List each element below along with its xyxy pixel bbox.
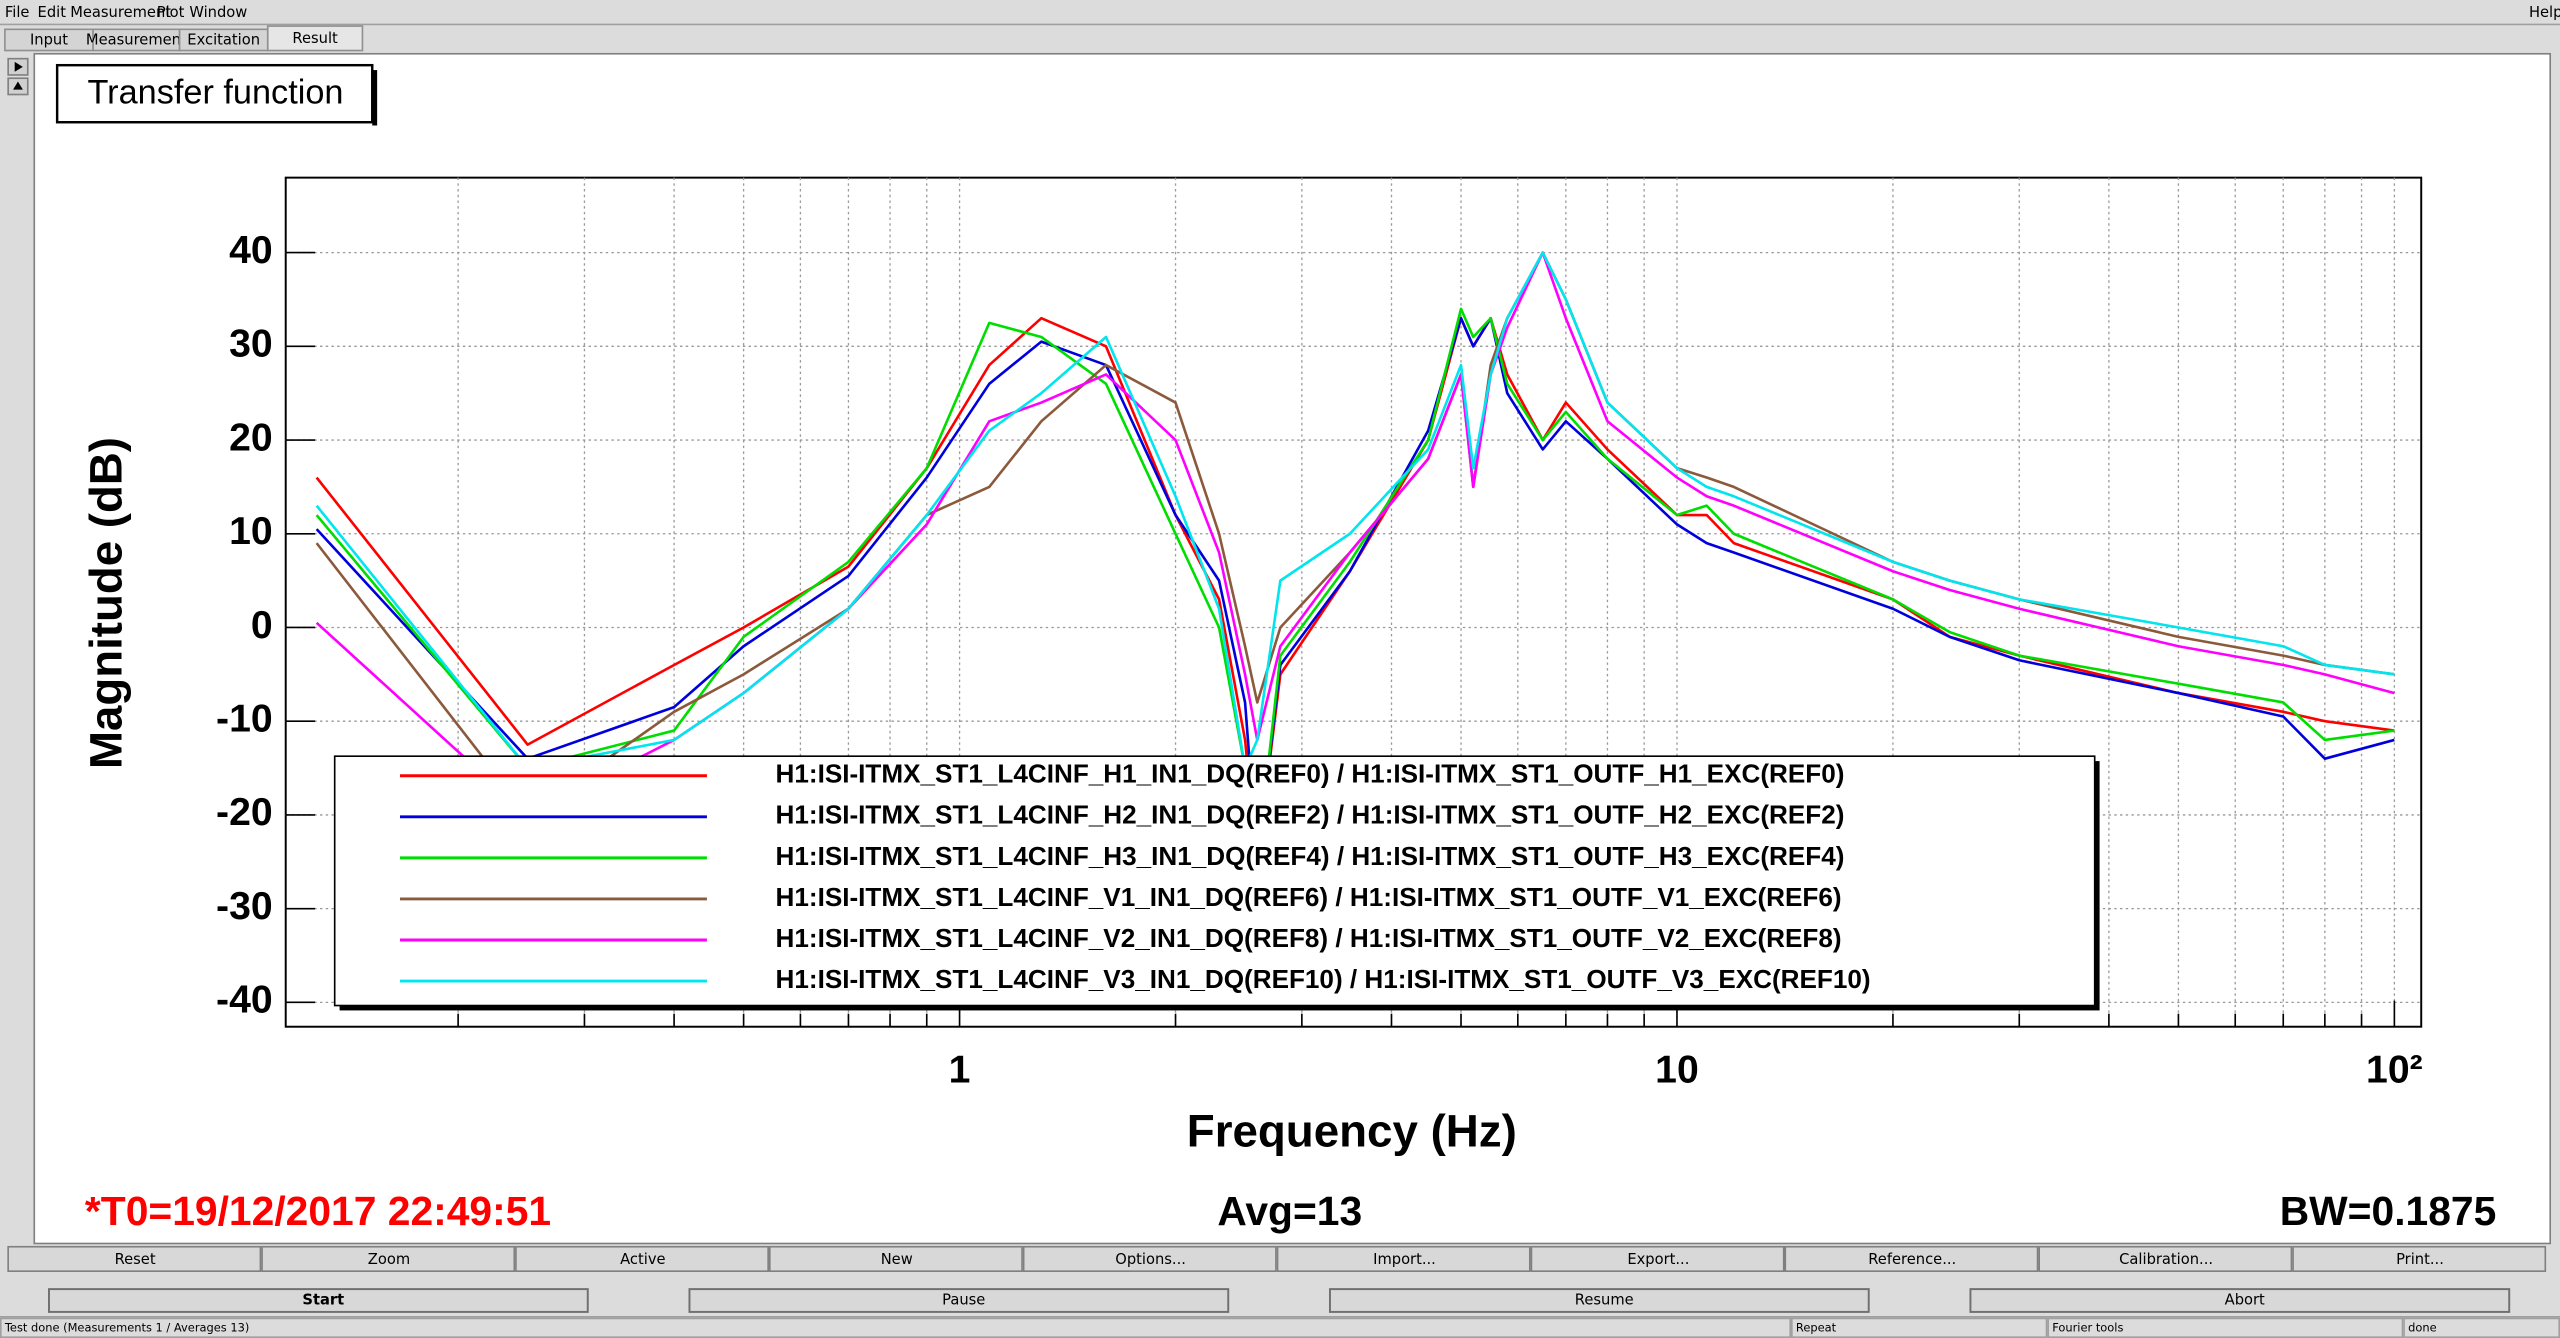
menu-item[interactable]: File bbox=[5, 4, 30, 21]
control-button[interactable] bbox=[1328, 1288, 1870, 1313]
y-tick-label: 0 bbox=[251, 604, 273, 647]
x-tick-label: 10 bbox=[1655, 1049, 1699, 1092]
status-text: Test done (Measurements 1 / Averages 13) bbox=[4, 1321, 249, 1335]
status-text: done bbox=[2408, 1321, 2436, 1335]
toolbar-button-label[interactable]: Print... bbox=[2396, 1251, 2444, 1268]
toolbar-button[interactable] bbox=[2292, 1245, 2547, 1272]
panel-title: Transfer function bbox=[88, 74, 344, 112]
toolbar-button[interactable] bbox=[261, 1245, 516, 1272]
x-tick-label: 10² bbox=[2366, 1049, 2423, 1092]
x-axis-label: Frequency (Hz) bbox=[1187, 1105, 1517, 1156]
avg-label: Avg=13 bbox=[1217, 1188, 1362, 1234]
bw-label: BW=0.1875 bbox=[2280, 1188, 2497, 1234]
y-tick-label: -30 bbox=[216, 885, 273, 928]
toolbar-button-label[interactable]: Reference... bbox=[1868, 1251, 1956, 1268]
toolbar-button[interactable] bbox=[2038, 1245, 2293, 1272]
y-tick-label: 10 bbox=[229, 510, 273, 553]
legend-label: H1:ISI-ITMX_ST1_L4CINF_V1_IN1_DQ(REF6) /… bbox=[776, 882, 1842, 912]
legend-label: H1:ISI-ITMX_ST1_L4CINF_H1_IN1_DQ(REF0) /… bbox=[776, 759, 1845, 789]
y-tick-label: 30 bbox=[229, 323, 273, 366]
toolbar-button-label[interactable]: Calibration... bbox=[2119, 1251, 2213, 1268]
menu-help[interactable]: Help bbox=[2529, 4, 2560, 21]
y-tick-label: -10 bbox=[216, 698, 273, 741]
tab-label[interactable]: Input bbox=[30, 32, 68, 49]
legend-label: H1:ISI-ITMX_ST1_L4CINF_V2_IN1_DQ(REF8) /… bbox=[776, 923, 1842, 953]
toolbar-button[interactable] bbox=[515, 1245, 769, 1272]
menu-item[interactable]: Edit bbox=[38, 4, 67, 21]
t0-label: *T0=19/12/2017 22:49:51 bbox=[85, 1188, 551, 1234]
status-cell bbox=[0, 1317, 1792, 1338]
control-button[interactable] bbox=[688, 1288, 1230, 1313]
status-cell bbox=[1791, 1317, 2048, 1338]
toolbar-button[interactable] bbox=[7, 1245, 262, 1272]
menu-item[interactable]: Plot bbox=[157, 4, 185, 21]
y-tick-label: -40 bbox=[216, 979, 273, 1022]
control-button-label[interactable]: Start bbox=[302, 1292, 344, 1309]
panel-title-box bbox=[55, 63, 374, 124]
arrow-icon bbox=[13, 81, 23, 90]
toolbar-button[interactable] bbox=[768, 1245, 1023, 1272]
menu-item[interactable]: Measurement bbox=[70, 4, 171, 21]
status-cell bbox=[2047, 1317, 2404, 1338]
toolbar-button-label[interactable]: Options... bbox=[1115, 1251, 1186, 1268]
menu-bar bbox=[0, 0, 2560, 25]
status-text: Repeat bbox=[1796, 1321, 1837, 1335]
tab-label[interactable]: Measurement bbox=[86, 32, 187, 49]
toolbar-button-label[interactable]: Reset bbox=[115, 1251, 156, 1268]
tab-label[interactable]: Excitation bbox=[187, 32, 260, 49]
toolbar-button[interactable] bbox=[1530, 1245, 1785, 1272]
y-tick-label: 40 bbox=[229, 229, 273, 272]
legend-label: H1:ISI-ITMX_ST1_L4CINF_H3_IN1_DQ(REF4) /… bbox=[776, 841, 1845, 871]
series-line bbox=[315, 307, 2395, 864]
y-tick-label: 20 bbox=[229, 416, 273, 459]
control-button[interactable] bbox=[1969, 1288, 2511, 1313]
y-axis-label: Magnitude (dB) bbox=[80, 437, 131, 769]
toolbar-button-label[interactable]: Import... bbox=[1373, 1251, 1436, 1268]
toolbar-button-label[interactable]: Zoom bbox=[368, 1251, 410, 1268]
control-button-label[interactable]: Resume bbox=[1575, 1292, 1634, 1309]
series-line bbox=[315, 316, 2395, 864]
menu-item[interactable]: Window bbox=[189, 4, 247, 21]
x-tick-label: 1 bbox=[949, 1049, 971, 1092]
plot-frame bbox=[284, 176, 2423, 1028]
status-text: Fourier tools bbox=[2052, 1321, 2123, 1335]
tab-label[interactable]: Result bbox=[292, 30, 338, 47]
toolbar-button-label[interactable]: New bbox=[881, 1251, 913, 1268]
control-button[interactable] bbox=[48, 1288, 589, 1313]
toolbar-button[interactable] bbox=[1276, 1245, 1531, 1272]
legend-label: H1:ISI-ITMX_ST1_L4CINF_H2_IN1_DQ(REF2) /… bbox=[776, 800, 1845, 830]
title-shadow bbox=[372, 70, 378, 126]
toolbar-button[interactable] bbox=[1022, 1245, 1277, 1272]
tab[interactable] bbox=[266, 25, 364, 52]
control-button-label[interactable]: Pause bbox=[942, 1292, 985, 1309]
y-tick-label: -20 bbox=[216, 791, 273, 834]
control-button-label[interactable]: Abort bbox=[2225, 1292, 2265, 1309]
toolbar-button-label[interactable]: Export... bbox=[1627, 1251, 1689, 1268]
toolbar-button-label[interactable]: Active bbox=[620, 1251, 665, 1268]
status-cell bbox=[2403, 1317, 2560, 1338]
legend-label: H1:ISI-ITMX_ST1_L4CINF_V3_IN1_DQ(REF10) … bbox=[776, 964, 1871, 994]
toolbar-button[interactable] bbox=[1784, 1245, 2039, 1272]
series-line bbox=[315, 251, 2395, 770]
legend-box bbox=[333, 755, 2096, 1007]
arrow-icon bbox=[14, 61, 23, 72]
